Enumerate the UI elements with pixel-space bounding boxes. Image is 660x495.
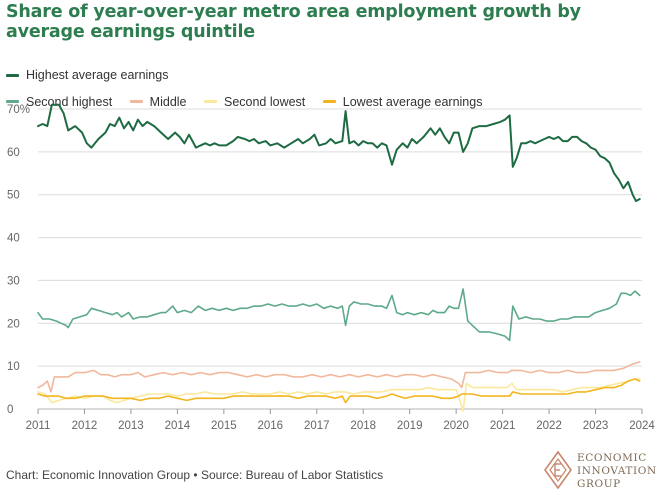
legend: Highest average earnings Second highest … bbox=[6, 63, 646, 114]
x-tick-label: 2011 bbox=[26, 420, 51, 432]
y-tick-label: 20 bbox=[7, 318, 20, 330]
y-tick-label: 10 bbox=[7, 361, 20, 373]
legend-swatch-second-highest bbox=[6, 100, 19, 103]
x-tick-label: 2021 bbox=[490, 420, 516, 432]
x-tick-label: 2013 bbox=[118, 420, 144, 432]
eig-logo-text: ECONOMIC INNOVATION GROUP bbox=[577, 452, 657, 491]
x-tick-label: 2017 bbox=[304, 420, 330, 432]
legend-label-highest: Highest average earnings bbox=[26, 68, 169, 82]
legend-swatch-second-lowest bbox=[203, 100, 217, 103]
x-tick-label: 2016 bbox=[258, 420, 284, 432]
x-tick-label: 2014 bbox=[165, 420, 191, 432]
legend-label-second-highest: Second highest bbox=[26, 94, 113, 109]
x-tick-label: 2020 bbox=[443, 420, 469, 432]
legend-item-second-lowest: Second lowest bbox=[203, 90, 306, 114]
y-tick-label: 30 bbox=[7, 275, 20, 287]
eig-logo-icon bbox=[544, 450, 572, 490]
legend-label-second-lowest: Second lowest bbox=[223, 94, 306, 109]
chart-source-note: Chart: Economic Innovation Group • Sourc… bbox=[6, 468, 384, 482]
eig-logo-line3: GROUP bbox=[577, 478, 621, 490]
legend-swatch-middle bbox=[129, 100, 143, 103]
x-tick-label: 2019 bbox=[397, 420, 423, 432]
legend-swatch-highest bbox=[6, 74, 19, 78]
legend-swatch-lowest bbox=[322, 100, 336, 103]
y-tick-label: 0 bbox=[7, 404, 13, 416]
x-tick-label: 2022 bbox=[536, 420, 562, 432]
eig-logo-line2: INNOVATION bbox=[577, 465, 657, 477]
legend-label-middle: Middle bbox=[149, 94, 187, 109]
eig-logo-line1: ECONOMIC bbox=[577, 452, 647, 464]
series-line-second-highest bbox=[37, 288, 641, 342]
x-tick-label: 2012 bbox=[72, 420, 98, 432]
y-tick-label: 50 bbox=[7, 190, 20, 202]
legend-item-highest: Highest average earnings bbox=[6, 63, 632, 87]
y-tick-label: 40 bbox=[7, 233, 20, 245]
y-tick-label: 60 bbox=[7, 147, 20, 159]
series-line-middle bbox=[37, 361, 641, 393]
series-line-lowest bbox=[37, 378, 641, 404]
y-tick-label: 70% bbox=[7, 104, 30, 116]
x-tick-label: 2018 bbox=[350, 420, 376, 432]
legend-item-lowest: Lowest average earnings bbox=[322, 90, 483, 114]
eig-logo: ECONOMIC INNOVATION GROUP bbox=[543, 450, 657, 492]
x-tick-label: 2023 bbox=[583, 420, 609, 432]
series-line-highest bbox=[37, 103, 641, 203]
legend-item-second-highest: Second highest bbox=[6, 90, 112, 114]
series-line-second-lowest bbox=[37, 378, 641, 412]
legend-label-lowest: Lowest average earnings bbox=[342, 94, 483, 109]
chart-title: Share of year-over-year metro area emplo… bbox=[6, 2, 581, 42]
x-tick-label: 2015 bbox=[211, 420, 237, 432]
legend-item-middle: Middle bbox=[129, 90, 187, 114]
x-tick-label: 2024 bbox=[629, 420, 655, 432]
